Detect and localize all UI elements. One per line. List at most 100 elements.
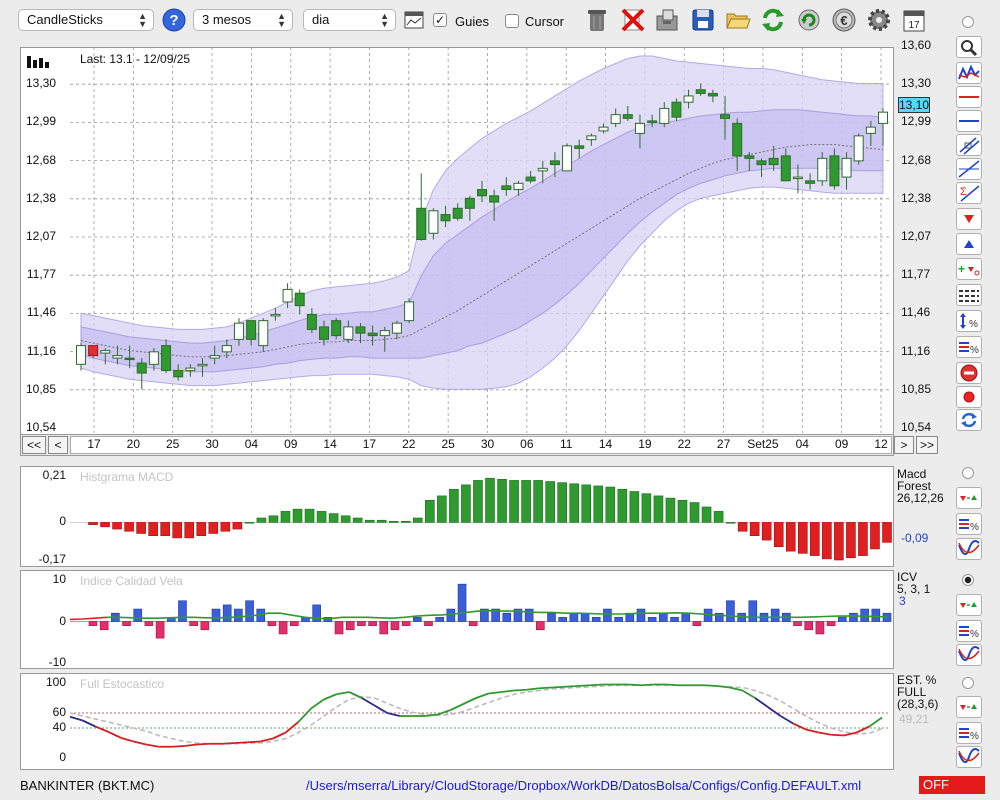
icv-levels-button[interactable]: % bbox=[956, 620, 982, 642]
macd-bar bbox=[701, 506, 712, 523]
help-icon[interactable]: ? bbox=[162, 8, 186, 32]
date-tick-label: 09 bbox=[284, 437, 298, 451]
open-folder-icon[interactable] bbox=[725, 6, 751, 34]
stochastic-levels-button[interactable]: % bbox=[956, 722, 982, 744]
stochastic-chart[interactable] bbox=[20, 673, 894, 770]
nav-first-button[interactable]: << bbox=[22, 436, 46, 454]
euro-icon[interactable]: € bbox=[831, 6, 857, 34]
macd-bar bbox=[605, 486, 616, 523]
macd-bar bbox=[593, 485, 604, 523]
trash-icon[interactable] bbox=[584, 6, 610, 34]
percent-lines-button[interactable]: % bbox=[956, 336, 982, 358]
price-tick-label: 10,54 bbox=[25, 420, 56, 434]
svg-text:Σ: Σ bbox=[960, 186, 967, 198]
icv-chart[interactable] bbox=[20, 570, 894, 669]
macd-bar bbox=[316, 511, 327, 523]
cursor-checkbox[interactable] bbox=[505, 14, 519, 28]
stochastic-panel-radio[interactable] bbox=[962, 677, 974, 689]
stochastic-k-segment bbox=[514, 688, 527, 692]
macd-side-name: Macd Forest bbox=[897, 467, 932, 493]
macd-levels-button[interactable]: % bbox=[956, 513, 982, 535]
icv-bar bbox=[692, 621, 702, 626]
icv-bar bbox=[849, 612, 858, 622]
candle-body bbox=[173, 370, 184, 378]
nav-prev-button[interactable]: < bbox=[48, 436, 68, 454]
macd-chart[interactable] bbox=[20, 466, 894, 567]
chart-type-select[interactable]: CandleSticks ▲ ▼ bbox=[18, 9, 154, 31]
reload-icon[interactable] bbox=[796, 6, 822, 34]
icv-bar bbox=[323, 617, 333, 622]
candle-body bbox=[865, 126, 876, 134]
no-entry-button[interactable] bbox=[956, 362, 982, 384]
macd-bar bbox=[220, 522, 231, 532]
macd-bar bbox=[557, 482, 567, 523]
record-button[interactable] bbox=[956, 386, 982, 408]
icv-bar bbox=[390, 621, 400, 631]
macd-signals-button[interactable] bbox=[956, 487, 982, 509]
sync-button[interactable] bbox=[956, 409, 982, 431]
stochastic-curve-button[interactable] bbox=[956, 746, 982, 768]
price-tick-label: 11,46 bbox=[26, 305, 56, 320]
period-select[interactable]: 3 mesos ▲ ▼ bbox=[193, 9, 293, 31]
archive-icon[interactable] bbox=[654, 6, 680, 34]
macd-bar bbox=[388, 521, 399, 523]
indicator-overlay-button[interactable] bbox=[956, 62, 982, 84]
date-tick-label: 04 bbox=[244, 437, 259, 451]
candle-body bbox=[209, 355, 220, 359]
trendline-button[interactable] bbox=[956, 158, 982, 180]
grid-lines-button[interactable] bbox=[956, 284, 982, 306]
stochastic-k-segment bbox=[222, 742, 235, 745]
chart-window-icon[interactable] bbox=[404, 11, 424, 29]
calendar-icon[interactable]: 17 bbox=[901, 6, 927, 34]
stochastic-k-segment bbox=[628, 683, 641, 687]
macd-panel-radio[interactable] bbox=[962, 467, 974, 479]
guides-checkbox[interactable]: ✓ bbox=[433, 13, 447, 27]
icv-line-red bbox=[69, 616, 108, 621]
macd-bar bbox=[437, 495, 447, 523]
macd-curve-button[interactable] bbox=[956, 538, 982, 560]
macd-bar bbox=[292, 508, 303, 523]
buy-marker-button[interactable] bbox=[956, 233, 982, 255]
signals-button[interactable]: + bbox=[956, 258, 982, 280]
percent-scale-button[interactable]: % bbox=[956, 310, 982, 332]
macd-bar bbox=[413, 517, 423, 523]
icv-signals-button[interactable] bbox=[956, 594, 982, 616]
icv-panel-radio[interactable] bbox=[962, 574, 974, 586]
off-status-badge[interactable]: OFF bbox=[919, 776, 985, 794]
price-chart[interactable] bbox=[20, 47, 894, 455]
lines-percent-icon: % bbox=[959, 519, 979, 533]
sell-marker-button[interactable] bbox=[956, 208, 982, 230]
nav-next-button[interactable]: > bbox=[894, 436, 914, 454]
horizontal-line-red-button[interactable] bbox=[956, 86, 982, 108]
stochastic-k-segment bbox=[843, 731, 857, 737]
config-path[interactable]: /Users/mserra/Library/CloudStorage/Dropb… bbox=[306, 778, 862, 793]
icv-bar bbox=[222, 604, 232, 622]
stochastic-k-segment bbox=[590, 683, 603, 687]
settings-icon[interactable] bbox=[866, 6, 892, 34]
guides-label: Guies bbox=[455, 14, 489, 29]
macd-bar bbox=[858, 522, 868, 556]
channel-button[interactable] bbox=[956, 134, 982, 156]
main-panel-radio[interactable] bbox=[962, 16, 974, 28]
icv-bar bbox=[133, 608, 143, 622]
candle-body bbox=[306, 313, 317, 330]
interval-select[interactable]: dia ▲ ▼ bbox=[303, 9, 396, 31]
nav-last-button[interactable]: >> bbox=[916, 436, 938, 454]
date-tick-label: 30 bbox=[480, 437, 495, 451]
horizontal-line-blue-button[interactable] bbox=[956, 110, 982, 132]
delete-icon[interactable] bbox=[620, 6, 646, 34]
candle-body bbox=[112, 355, 123, 359]
save-icon[interactable] bbox=[690, 6, 716, 34]
dashed-lines-icon bbox=[959, 290, 979, 302]
svg-text:%: % bbox=[970, 522, 979, 533]
zoom-button[interactable] bbox=[956, 36, 982, 58]
macd-bar bbox=[100, 522, 110, 528]
date-scrollbar[interactable] bbox=[70, 436, 892, 454]
fibonacci-button[interactable]: Σ bbox=[956, 182, 982, 204]
macd-bar bbox=[328, 513, 339, 523]
refresh-icon[interactable] bbox=[760, 6, 786, 34]
stochastic-signals-button[interactable] bbox=[956, 696, 982, 718]
svg-text:%: % bbox=[970, 345, 979, 356]
icv-curve-button[interactable] bbox=[956, 644, 982, 666]
price-tick-label: 12,07 bbox=[25, 229, 56, 243]
